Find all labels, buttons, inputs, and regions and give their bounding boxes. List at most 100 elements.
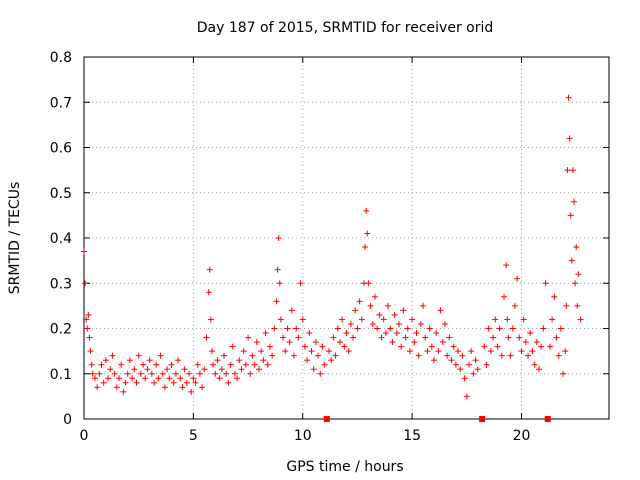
data-point bbox=[448, 357, 455, 364]
data-point bbox=[206, 266, 213, 273]
data-point bbox=[369, 320, 376, 327]
y-tick-label: 0.4 bbox=[50, 231, 72, 247]
data-point bbox=[293, 325, 300, 332]
data-points bbox=[81, 94, 584, 422]
data-point bbox=[177, 375, 184, 382]
data-point bbox=[129, 375, 136, 382]
data-point bbox=[142, 375, 149, 382]
gap-marker bbox=[544, 416, 551, 422]
data-point bbox=[575, 271, 582, 278]
data-point bbox=[126, 357, 133, 364]
data-point bbox=[459, 352, 466, 359]
data-point bbox=[343, 330, 350, 337]
data-point bbox=[347, 320, 354, 327]
data-point bbox=[380, 316, 387, 323]
data-point bbox=[336, 339, 343, 346]
y-tick-label: 0.6 bbox=[50, 141, 72, 157]
data-point bbox=[116, 375, 122, 382]
data-point bbox=[426, 325, 433, 332]
data-point bbox=[356, 298, 363, 305]
data-point bbox=[574, 302, 581, 309]
data-point bbox=[131, 366, 138, 373]
data-point bbox=[371, 293, 378, 300]
x-tick-label: 15 bbox=[403, 428, 421, 444]
data-point bbox=[437, 307, 444, 314]
data-point bbox=[218, 366, 225, 373]
data-point bbox=[245, 334, 252, 341]
data-point bbox=[181, 366, 188, 373]
y-tick-label: 0.8 bbox=[50, 50, 72, 66]
data-point bbox=[94, 384, 101, 391]
data-point bbox=[452, 361, 459, 368]
data-point bbox=[562, 348, 569, 355]
data-point bbox=[409, 316, 416, 323]
data-point bbox=[113, 384, 120, 391]
data-point bbox=[569, 167, 576, 174]
y-tick-label: 0.5 bbox=[50, 186, 72, 202]
data-point bbox=[205, 289, 212, 296]
data-point bbox=[295, 334, 302, 341]
data-point bbox=[208, 348, 215, 355]
data-point bbox=[275, 235, 282, 241]
data-point bbox=[424, 348, 431, 355]
chart-title: Day 187 of 2015, SRMTID for receiver ori… bbox=[197, 20, 494, 36]
data-point bbox=[234, 375, 241, 382]
data-point bbox=[472, 357, 479, 364]
data-point bbox=[175, 357, 182, 364]
grid-lines bbox=[84, 57, 609, 419]
data-point bbox=[533, 339, 540, 346]
data-point bbox=[362, 244, 369, 251]
data-point bbox=[490, 334, 497, 341]
data-point bbox=[549, 316, 556, 323]
data-point bbox=[282, 348, 289, 355]
data-point bbox=[330, 334, 337, 341]
data-point bbox=[345, 348, 352, 355]
data-point bbox=[144, 366, 151, 373]
data-point bbox=[120, 388, 127, 395]
y-tick-label: 0.2 bbox=[50, 322, 72, 338]
data-point bbox=[146, 357, 153, 364]
data-point bbox=[501, 293, 507, 300]
data-point bbox=[291, 352, 297, 359]
data-point bbox=[563, 302, 570, 309]
data-point bbox=[284, 325, 291, 332]
data-point bbox=[557, 325, 564, 332]
data-point bbox=[568, 257, 575, 264]
data-point bbox=[249, 352, 256, 359]
data-point bbox=[516, 334, 523, 341]
data-point bbox=[148, 370, 155, 377]
data-point bbox=[509, 325, 516, 332]
data-point bbox=[520, 316, 527, 323]
y-tick-label: 0.3 bbox=[50, 276, 72, 292]
data-point bbox=[262, 330, 269, 337]
data-point bbox=[172, 370, 179, 377]
data-point bbox=[216, 375, 223, 382]
data-point bbox=[166, 375, 173, 382]
data-point bbox=[82, 280, 89, 287]
data-point bbox=[525, 352, 532, 359]
data-point bbox=[572, 280, 579, 287]
data-point bbox=[124, 370, 131, 377]
data-point bbox=[341, 343, 348, 350]
data-point bbox=[236, 357, 243, 364]
data-point bbox=[376, 311, 383, 318]
data-point bbox=[188, 388, 195, 395]
data-point bbox=[391, 311, 398, 318]
data-point bbox=[87, 348, 94, 355]
data-point bbox=[140, 361, 147, 368]
axis-ticks bbox=[83, 56, 609, 420]
data-point bbox=[378, 334, 385, 341]
data-point bbox=[573, 244, 580, 251]
data-point bbox=[398, 343, 405, 350]
data-point bbox=[450, 343, 457, 350]
plot-frame bbox=[83, 56, 610, 420]
data-point bbox=[100, 379, 107, 386]
data-point bbox=[238, 366, 245, 373]
data-point bbox=[496, 325, 503, 332]
data-point bbox=[312, 339, 319, 346]
x-tick-label: 10 bbox=[294, 428, 312, 444]
data-point bbox=[431, 357, 437, 364]
data-point bbox=[164, 366, 171, 373]
data-point bbox=[83, 316, 90, 323]
data-point bbox=[551, 293, 558, 300]
